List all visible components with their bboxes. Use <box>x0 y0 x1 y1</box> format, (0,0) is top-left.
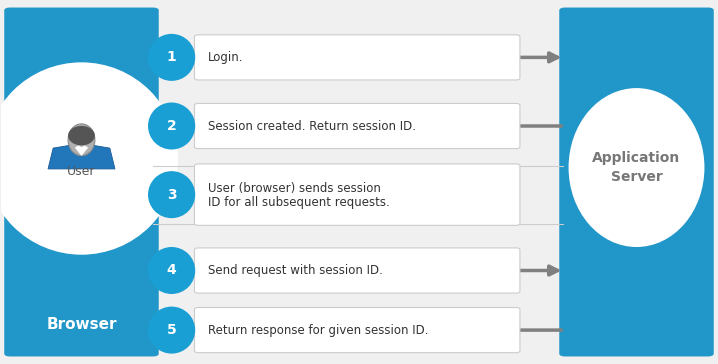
Polygon shape <box>75 146 88 156</box>
Ellipse shape <box>148 103 195 150</box>
Text: Send request with session ID.: Send request with session ID. <box>208 264 383 277</box>
Text: 5: 5 <box>167 323 177 337</box>
Text: 1: 1 <box>167 50 177 64</box>
Polygon shape <box>78 145 85 147</box>
Ellipse shape <box>68 124 95 156</box>
Text: Browser: Browser <box>46 317 117 332</box>
Ellipse shape <box>148 171 195 218</box>
Text: Application
Server: Application Server <box>592 151 681 184</box>
FancyBboxPatch shape <box>195 103 520 149</box>
Ellipse shape <box>148 306 195 353</box>
Text: 3: 3 <box>167 188 177 202</box>
Ellipse shape <box>569 88 704 247</box>
Polygon shape <box>48 146 115 169</box>
Text: User (browser) sends session: User (browser) sends session <box>208 182 381 195</box>
FancyBboxPatch shape <box>195 308 520 353</box>
FancyBboxPatch shape <box>4 8 159 356</box>
Ellipse shape <box>148 247 195 294</box>
Ellipse shape <box>68 126 95 145</box>
FancyBboxPatch shape <box>195 35 520 80</box>
Text: Session created. Return session ID.: Session created. Return session ID. <box>208 119 416 132</box>
Text: Return response for given session ID.: Return response for given session ID. <box>208 324 429 337</box>
Text: User: User <box>67 165 95 178</box>
Ellipse shape <box>0 62 178 255</box>
FancyBboxPatch shape <box>559 8 714 356</box>
Text: 2: 2 <box>167 119 177 133</box>
Text: Login.: Login. <box>208 51 243 64</box>
Text: 4: 4 <box>167 264 177 277</box>
FancyBboxPatch shape <box>195 248 520 293</box>
FancyBboxPatch shape <box>195 164 520 225</box>
Text: ID for all subsequent requests.: ID for all subsequent requests. <box>208 196 390 209</box>
Ellipse shape <box>148 34 195 81</box>
